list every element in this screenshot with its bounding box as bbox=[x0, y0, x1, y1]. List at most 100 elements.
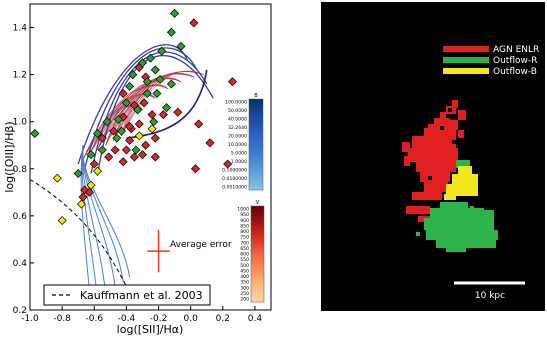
region-pixel-agn bbox=[458, 110, 466, 120]
data-point bbox=[150, 152, 160, 162]
region-gap bbox=[440, 126, 444, 130]
data-point bbox=[73, 168, 83, 178]
region-gap bbox=[428, 176, 432, 180]
colorbar-tick-label: 5.0000 bbox=[231, 151, 247, 157]
colorbar-tick-label: 650 bbox=[240, 246, 249, 252]
region-pixel-outflow-r bbox=[478, 210, 494, 218]
region-pixel-outflow-b bbox=[446, 184, 478, 196]
colorbar-gradient bbox=[250, 205, 265, 303]
region-pixel-agn bbox=[424, 182, 448, 192]
colorbar-v: V 100095090085080075070065060055050045040… bbox=[237, 200, 265, 303]
colorbar-tick-label: 10.0000 bbox=[228, 142, 247, 148]
data-point bbox=[147, 110, 157, 120]
data-point bbox=[223, 159, 233, 169]
y-tick-label: 0.6 bbox=[13, 212, 28, 222]
y-ticks: 0.2 0.4 0.6 0.8 1.0 1.2 1.4 bbox=[13, 24, 34, 316]
data-point bbox=[158, 110, 168, 120]
data-point bbox=[97, 133, 107, 143]
data-point bbox=[137, 58, 147, 68]
region-pixel-agn bbox=[406, 206, 430, 214]
data-point bbox=[92, 166, 102, 176]
region-gap bbox=[448, 108, 452, 112]
scale-bar-label: 10 kpc bbox=[475, 291, 505, 301]
data-point bbox=[157, 46, 167, 56]
x-tick-label: -0.4 bbox=[118, 314, 136, 324]
colorbar-tick-label: 600 bbox=[240, 252, 249, 258]
region-pixel-outflow-r bbox=[426, 230, 498, 240]
data-point bbox=[52, 173, 62, 183]
region-pixel-agn bbox=[402, 142, 410, 152]
data-point bbox=[152, 88, 162, 98]
region-pixel-outflow-r bbox=[456, 160, 470, 168]
data-point bbox=[121, 145, 131, 155]
region-pixel-outflow-r bbox=[416, 232, 420, 236]
colorbar-tick-label: 50.0000 bbox=[228, 108, 247, 114]
colorbar-tick-label: 700 bbox=[240, 240, 249, 246]
region-pixel-outflow-r bbox=[470, 206, 474, 210]
region-pixel-agn bbox=[458, 130, 464, 138]
x-ticks: -1.0 -0.8 -0.6 -0.4 -0.2 0.0 0.2 0.4 bbox=[21, 306, 262, 324]
region-pixel-outflow-r bbox=[424, 218, 494, 230]
data-point bbox=[141, 140, 151, 150]
y-axis-label: log([OIII]/Hβ) bbox=[3, 121, 16, 192]
data-point bbox=[139, 98, 149, 108]
data-point bbox=[194, 119, 204, 129]
legend-label: Outflow-R bbox=[493, 56, 537, 66]
x-tick-label: -1.0 bbox=[21, 314, 39, 324]
colorbar-tick-label: 450 bbox=[240, 268, 249, 274]
data-point bbox=[57, 216, 67, 226]
x-tick-label: 0.2 bbox=[216, 314, 230, 324]
region-pixel-outflow-r bbox=[440, 202, 468, 210]
model-blue-line bbox=[82, 145, 131, 278]
colorbar-tick-label: 200 bbox=[240, 297, 249, 303]
region-pixel-agn bbox=[408, 148, 458, 162]
data-point bbox=[166, 79, 176, 89]
plot-frame bbox=[29, 3, 272, 311]
colorbar-tick-label: 0.1000000 bbox=[222, 168, 247, 174]
x-tick-label: 0.4 bbox=[248, 314, 263, 324]
data-point bbox=[150, 133, 160, 143]
colorbar-tick-label: 32.2640 bbox=[228, 125, 247, 131]
data-point bbox=[125, 81, 135, 91]
data-point bbox=[170, 8, 180, 18]
region-pixel-agn bbox=[428, 124, 438, 130]
colorbar-tick-label: 500 bbox=[240, 263, 249, 269]
x-tick-label: -0.6 bbox=[85, 314, 103, 324]
legend-label: Outflow-B bbox=[493, 67, 537, 77]
data-point bbox=[142, 88, 152, 98]
colorbar-tick-label: 850 bbox=[240, 223, 249, 229]
data-point bbox=[129, 152, 139, 162]
data-point bbox=[125, 136, 135, 146]
data-point bbox=[205, 138, 215, 148]
colorbar-tick-label: 1.0000 bbox=[231, 159, 247, 165]
legend-box bbox=[43, 284, 211, 306]
colorbar-tick-label: 1000 bbox=[237, 207, 249, 213]
data-point bbox=[133, 105, 143, 115]
data-point bbox=[150, 65, 160, 75]
data-point bbox=[128, 70, 138, 80]
data-point bbox=[89, 159, 99, 169]
y-tick-label: 0.2 bbox=[13, 306, 27, 316]
model-track-line bbox=[83, 47, 198, 169]
data-point bbox=[147, 124, 157, 134]
kauffmann-curve bbox=[29, 179, 135, 304]
region-pixel-outflow-r bbox=[436, 240, 496, 248]
colorbar-tick-label: 250 bbox=[240, 291, 249, 297]
data-point bbox=[86, 180, 96, 190]
y-tick-label: 1.0 bbox=[13, 118, 28, 128]
model-grid-line bbox=[89, 71, 204, 155]
region-pixel-agn bbox=[416, 160, 456, 172]
model-grid-line bbox=[82, 73, 194, 160]
data-point bbox=[190, 164, 200, 174]
colorbar-tick-label: 400 bbox=[240, 274, 249, 280]
colorbar-tick-label: 300 bbox=[240, 285, 249, 291]
region-pixel-outflow-b bbox=[444, 194, 456, 200]
colorbar-tick-label: 950 bbox=[240, 212, 249, 218]
data-point bbox=[78, 192, 88, 202]
bpt-diagram-panel: Average error -1.0 -0.8 -0.6 -0.4 -0.2 0.0 0.2… bbox=[3, 3, 272, 336]
x-tick-label: -0.2 bbox=[150, 314, 168, 324]
data-point bbox=[84, 187, 94, 197]
